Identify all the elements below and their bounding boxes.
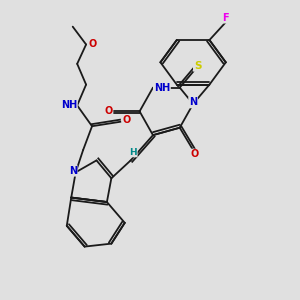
Text: O: O (88, 40, 97, 50)
Text: NH: NH (61, 100, 77, 110)
Text: O: O (123, 115, 131, 125)
Text: O: O (104, 106, 112, 116)
Text: O: O (190, 149, 199, 160)
Text: S: S (194, 61, 201, 71)
Text: NH: NH (154, 82, 170, 93)
Text: H: H (129, 148, 137, 157)
Text: N: N (189, 98, 197, 107)
Text: N: N (69, 166, 77, 176)
Text: F: F (223, 13, 229, 23)
